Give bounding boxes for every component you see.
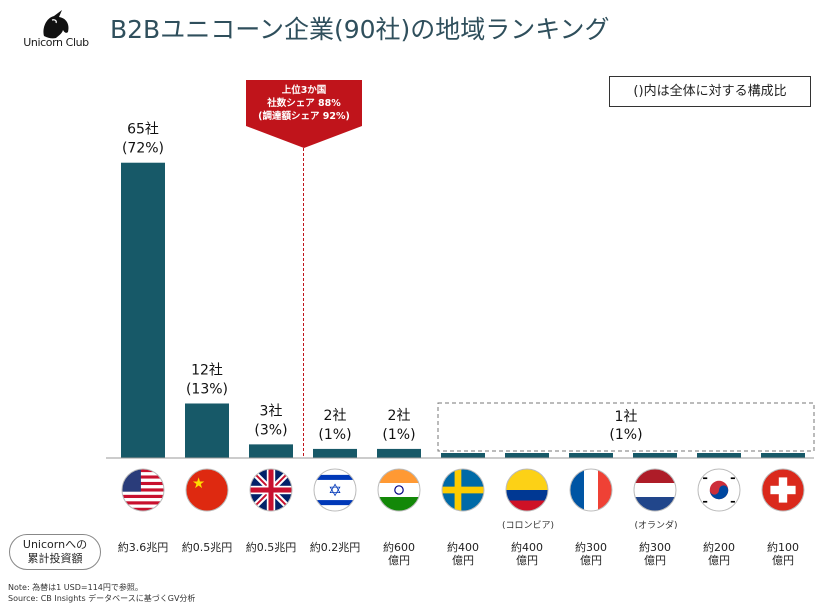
- colombia-flag-icon: [505, 468, 549, 512]
- bar-label-share: (72%): [122, 141, 164, 157]
- bar-netherlands: [633, 453, 677, 458]
- investment-value: 約0.5兆円: [181, 541, 233, 554]
- footer-note: Note: 為替は1 USD=114円で参照。: [8, 583, 143, 592]
- svg-text:✡: ✡: [328, 480, 342, 500]
- sweden-flag-icon: [441, 468, 485, 512]
- investment-value: 約200 億円: [703, 541, 735, 567]
- ratio-note-box: ()内は全体に対する構成比: [609, 76, 811, 107]
- us-flag-icon: [121, 468, 165, 512]
- investment-value: 約600 億円: [383, 541, 415, 567]
- bar-label-count: 3社: [260, 403, 283, 419]
- investment-value: 約300 億円: [575, 541, 607, 567]
- bar-label-share: (13%): [186, 381, 228, 397]
- bar-switzerland: [761, 453, 805, 458]
- bar-label-share: (1%): [318, 427, 351, 443]
- bar-sweden: [441, 453, 485, 458]
- footer-notes: Note: 為替は1 USD=114円で参照。 Source: CB Insig…: [8, 582, 195, 604]
- investment-value: 約400 億円: [511, 541, 543, 567]
- investment-value: 約100 億円: [767, 541, 799, 567]
- bar-label-count: 2社: [324, 408, 347, 424]
- netherlands-flag-icon: [633, 468, 677, 512]
- bar-china: [185, 403, 229, 458]
- bar-israel: [313, 448, 357, 458]
- callout-line-3: (調達額シェア 92%): [258, 111, 350, 122]
- china-flag-icon: ★: [185, 468, 229, 512]
- investment-row-label-text: Unicornへの 累計投資額: [22, 538, 88, 565]
- india-flag-icon: [377, 468, 421, 512]
- callout-shape: [246, 80, 362, 148]
- bar-label-count: 65社: [127, 122, 159, 138]
- bar-france: [569, 453, 613, 458]
- logo-text: Unicorn Club: [23, 36, 89, 49]
- bar-united-kingdom: [249, 444, 293, 458]
- callout-line-1: 上位3か国: [281, 85, 327, 96]
- bar-label-count: 2社: [388, 408, 411, 424]
- bar-colombia: [505, 453, 549, 458]
- bar-india: [377, 448, 421, 458]
- page-title: B2Bユニコーン企業(90社)の地域ランキング: [110, 15, 610, 44]
- investment-row-label: Unicornへの 累計投資額: [9, 534, 101, 570]
- svg-text:★: ★: [192, 475, 205, 492]
- switzerland-flag-icon: [761, 468, 805, 512]
- bar-south-korea: [697, 453, 741, 458]
- bar-label-share: (3%): [254, 422, 287, 438]
- israel-flag-icon: ✡: [313, 468, 357, 512]
- investment-value: 約0.2兆円: [309, 541, 361, 554]
- bar-united-states: [121, 162, 165, 458]
- group-label-count: 1社: [615, 409, 638, 425]
- investment-value: 約3.6兆円: [117, 541, 169, 554]
- south-korea-flag-icon: [697, 468, 741, 512]
- bar-label-count: 12社: [191, 362, 223, 378]
- footer-source: Source: CB Insights データベースに基づくGV分析: [8, 594, 196, 603]
- one-company-group-box: [437, 402, 815, 452]
- investment-value: 約400 億円: [447, 541, 479, 567]
- investment-value: 約300 億円: [639, 541, 671, 567]
- group-label-share: (1%): [609, 427, 642, 443]
- unicorn-logo-icon: [43, 10, 69, 39]
- colombia-subname: (コロンビア): [501, 521, 555, 531]
- callout-line-2: 社数シェア 88%: [267, 98, 341, 109]
- netherlands-subname: (オランダ): [634, 521, 678, 531]
- uk-flag-icon: [249, 468, 293, 512]
- bar-label-share: (1%): [382, 427, 415, 443]
- investment-value: 約0.5兆円: [245, 541, 297, 554]
- top3-callout: 上位3か国 社数シェア 88% (調達額シェア 92%): [246, 80, 362, 148]
- france-flag-icon: [569, 468, 613, 512]
